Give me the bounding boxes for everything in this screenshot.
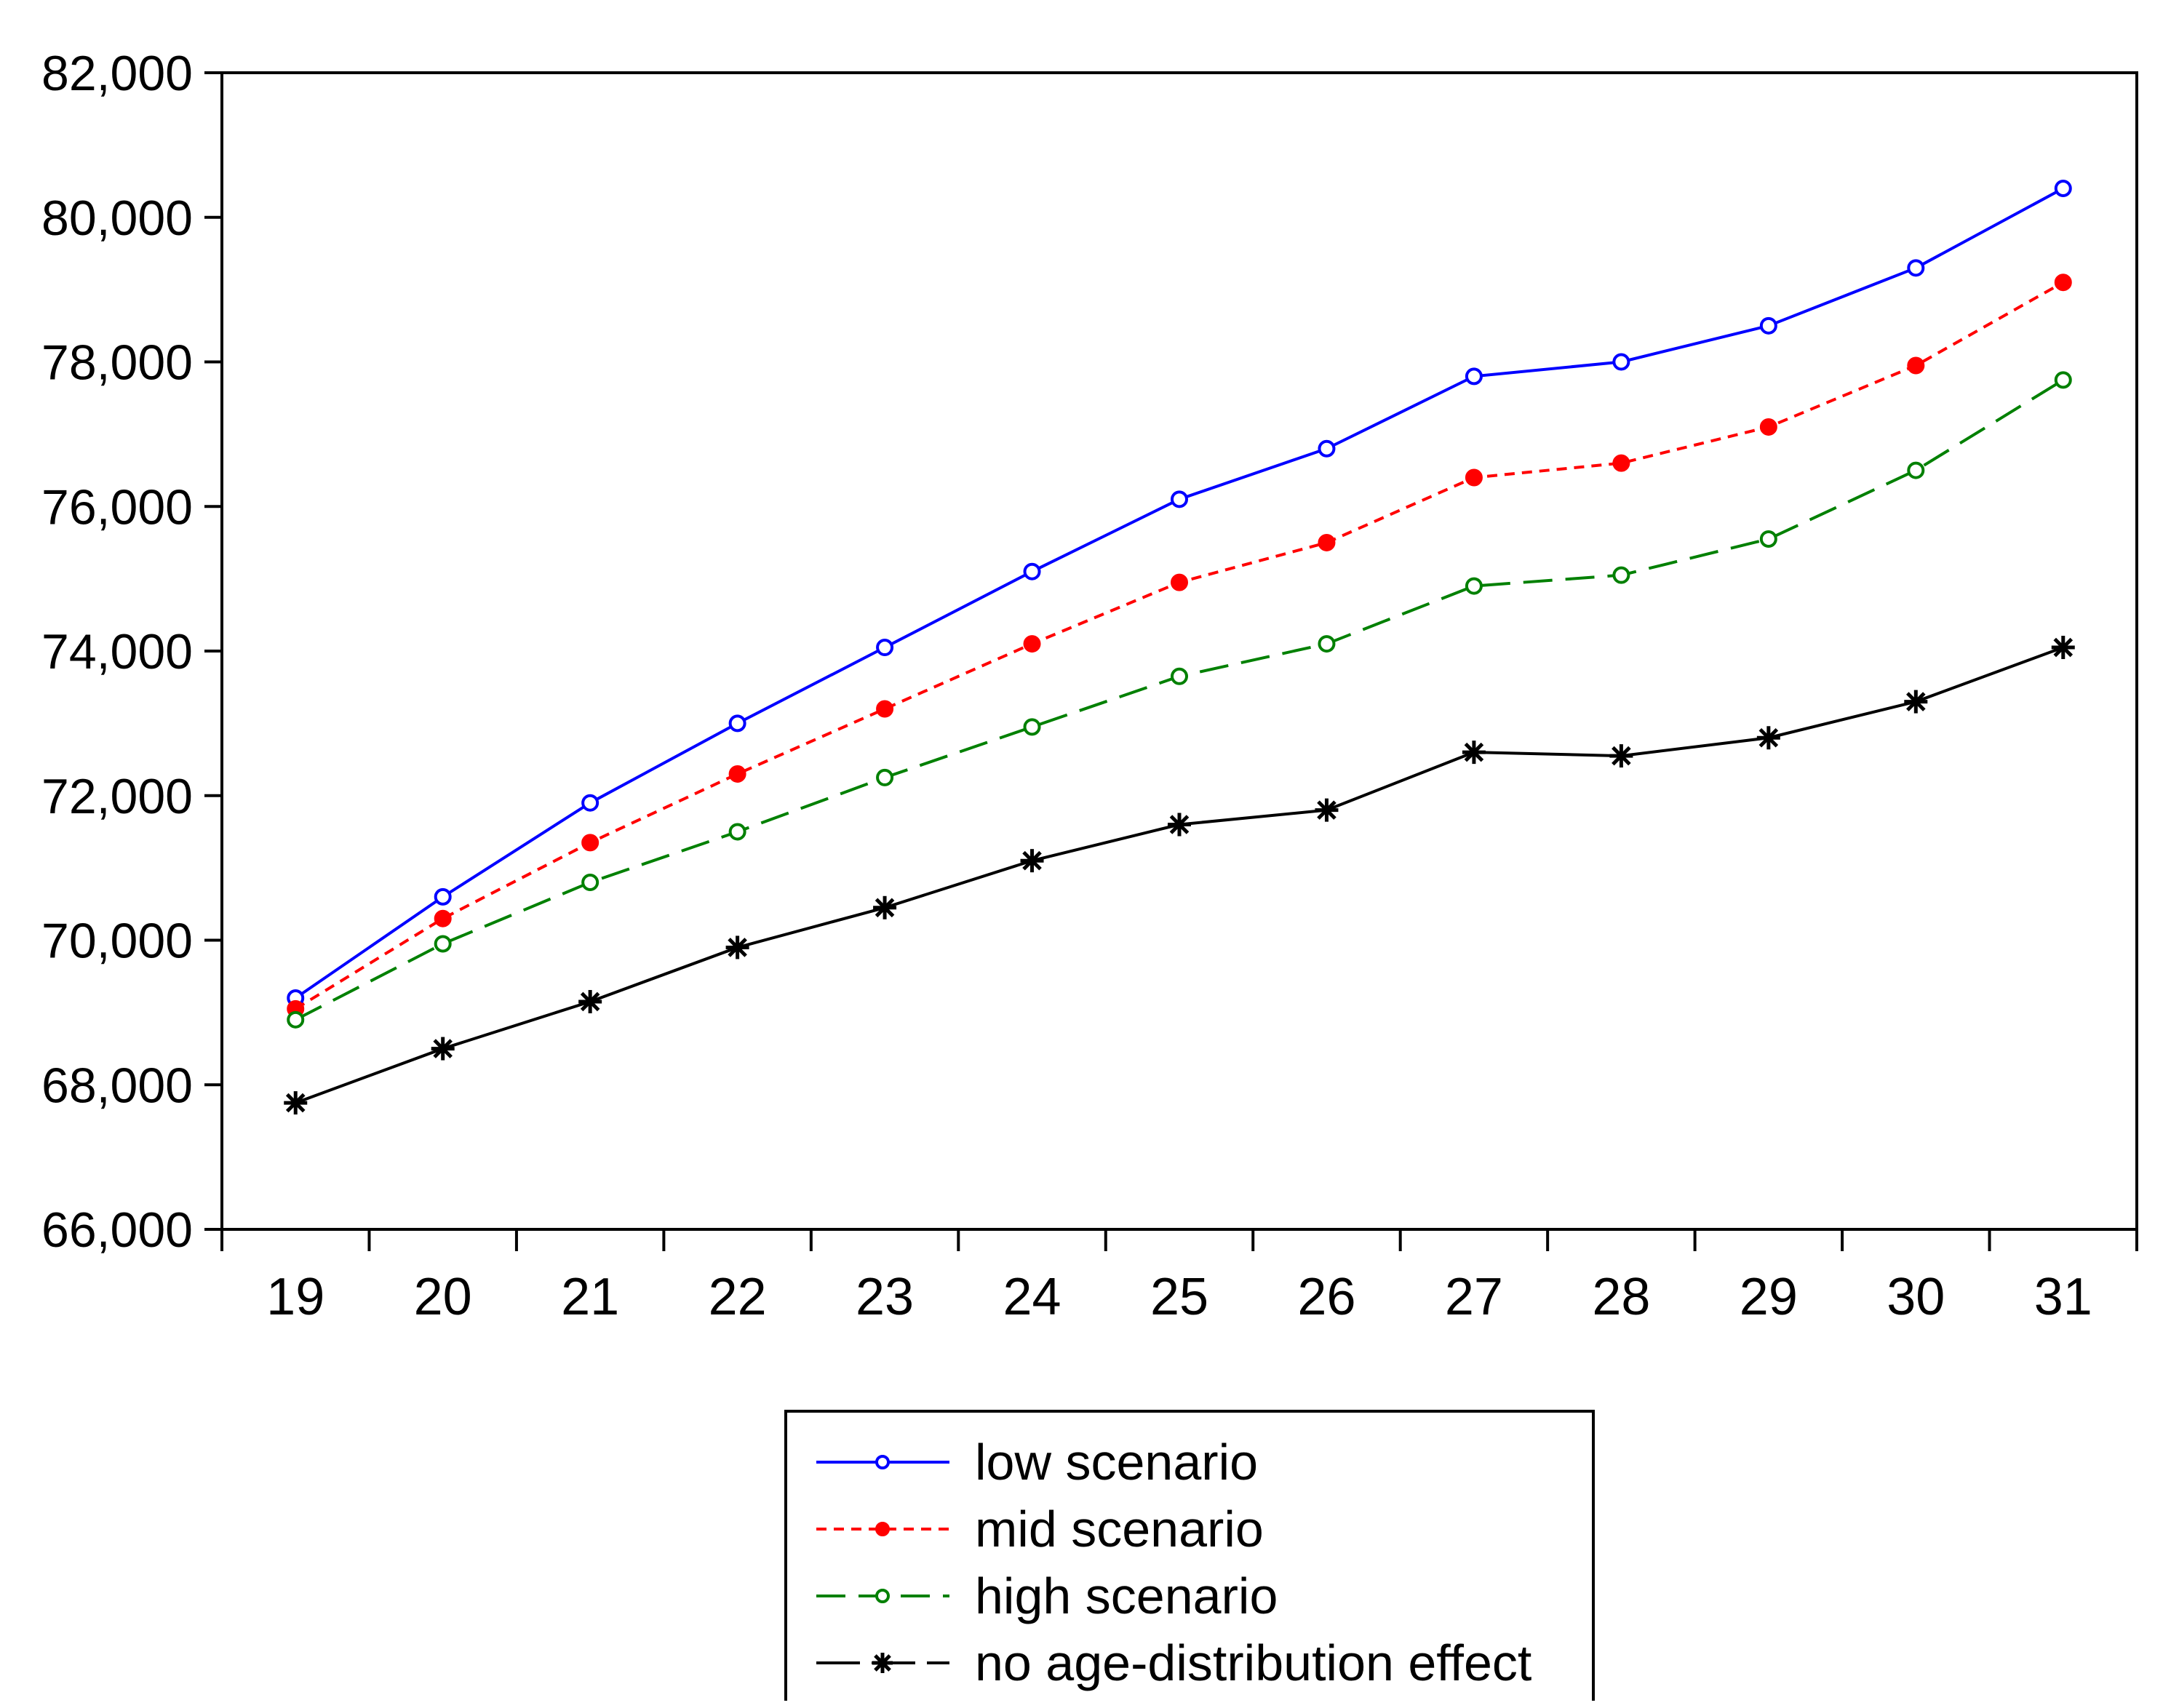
data-point-marker xyxy=(1612,454,1630,472)
data-point-marker xyxy=(1907,259,1925,277)
x-tick-label: 25 xyxy=(1150,1268,1208,1326)
data-point-marker xyxy=(1318,635,1336,653)
data-point-marker xyxy=(875,1455,890,1469)
y-tick-label: 74,000 xyxy=(41,624,193,679)
x-tick-label: 26 xyxy=(1297,1268,1355,1326)
data-point-marker xyxy=(2051,636,2075,660)
data-point-marker xyxy=(434,887,452,906)
data-point-marker xyxy=(581,834,599,852)
x-tick-label: 30 xyxy=(1887,1268,1945,1326)
data-point-marker xyxy=(1756,726,1780,750)
data-point-marker xyxy=(1907,356,1925,375)
data-point-marker xyxy=(728,823,746,841)
data-point-marker xyxy=(1171,490,1188,508)
data-point-marker xyxy=(1171,667,1188,685)
x-tick-label: 21 xyxy=(561,1268,619,1326)
data-point-marker xyxy=(1612,353,1630,371)
data-point-marker xyxy=(872,1653,893,1673)
data-point-marker xyxy=(1759,530,1777,548)
y-tick-label: 68,000 xyxy=(41,1058,193,1113)
x-tick-label: 19 xyxy=(266,1268,324,1326)
data-point-marker xyxy=(2054,371,2072,389)
x-tick-label: 23 xyxy=(856,1268,914,1326)
data-point-marker xyxy=(728,714,746,733)
data-point-marker xyxy=(873,895,897,919)
data-point-marker xyxy=(2054,274,2072,292)
data-point-marker xyxy=(1318,533,1336,551)
x-axis: 19 20 21 22 23 24 25 26 27 28 29 30 31 xyxy=(220,1229,2138,1326)
data-point-marker xyxy=(876,639,894,657)
series-high-scenario xyxy=(287,371,2072,1029)
data-point-marker xyxy=(1465,468,1483,487)
data-point-marker xyxy=(1171,573,1188,591)
legend-item: high scenario xyxy=(816,1568,1278,1624)
data-point-marker xyxy=(876,768,894,786)
legend-label: low scenario xyxy=(975,1434,1258,1490)
data-point-marker xyxy=(1609,744,1633,768)
series-low-scenario xyxy=(287,180,2072,1007)
data-point-marker xyxy=(728,765,746,783)
y-axis: 66,000 68,000 70,000 72,000 74,000 76,000 78,0… xyxy=(41,46,222,1258)
data-point-marker xyxy=(1904,690,1928,714)
legend-label: no age-distribution effect xyxy=(975,1635,1531,1691)
data-point-marker xyxy=(1318,439,1336,458)
data-point-marker xyxy=(1612,566,1630,584)
data-point-marker xyxy=(1465,577,1483,595)
data-point-marker xyxy=(1023,562,1041,580)
y-tick-label: 82,000 xyxy=(41,46,193,101)
y-tick-label: 70,000 xyxy=(41,914,193,969)
x-tick-label: 20 xyxy=(414,1268,472,1326)
series-mid-scenario xyxy=(287,274,2072,1018)
data-point-marker xyxy=(1462,741,1486,765)
data-point-marker xyxy=(578,989,602,1013)
y-tick-label: 76,000 xyxy=(41,479,193,535)
data-point-marker xyxy=(1020,849,1044,873)
data-point-marker xyxy=(434,935,452,953)
data-point-marker xyxy=(434,909,452,927)
series-layer xyxy=(284,180,2075,1115)
data-point-marker xyxy=(1023,718,1041,736)
x-tick-label: 24 xyxy=(1003,1268,1061,1326)
data-point-marker xyxy=(284,1091,308,1115)
y-tick-label: 72,000 xyxy=(41,769,193,824)
legend: low scenario mid scenario high scenario no … xyxy=(784,1410,1595,1701)
data-point-marker xyxy=(875,1522,890,1536)
data-point-marker xyxy=(581,874,599,891)
data-point-marker xyxy=(581,794,599,812)
x-tick-label: 31 xyxy=(2034,1268,2092,1326)
data-point-marker xyxy=(875,1589,890,1603)
legend-item: no age-distribution effect xyxy=(816,1635,1531,1691)
data-point-marker xyxy=(725,935,749,959)
y-tick-label: 78,000 xyxy=(41,335,193,391)
data-point-marker xyxy=(431,1037,455,1061)
x-tick-label: 28 xyxy=(1592,1268,1650,1326)
data-point-marker xyxy=(1907,461,1925,479)
legend-item: mid scenario xyxy=(816,1501,1264,1557)
y-tick-label: 80,000 xyxy=(41,191,193,246)
x-tick-label: 27 xyxy=(1445,1268,1503,1326)
data-point-marker xyxy=(1759,418,1777,436)
data-point-marker xyxy=(1168,813,1191,837)
data-point-marker xyxy=(287,1010,305,1029)
legend-frame xyxy=(784,1410,1595,1701)
data-point-marker xyxy=(1023,635,1041,653)
legend-label: high scenario xyxy=(975,1568,1278,1624)
legend-item: low scenario xyxy=(816,1434,1258,1490)
data-point-marker xyxy=(876,700,894,718)
x-tick-label: 29 xyxy=(1740,1268,1798,1326)
y-tick-label: 66,000 xyxy=(41,1202,193,1258)
data-point-marker xyxy=(2054,180,2072,197)
series-no-age-distribution-effect xyxy=(284,636,2075,1115)
legend-label: mid scenario xyxy=(975,1501,1264,1557)
x-tick-label: 22 xyxy=(709,1268,767,1326)
data-point-marker xyxy=(1759,316,1777,335)
data-point-marker xyxy=(1315,798,1339,822)
data-point-marker xyxy=(1465,367,1483,386)
